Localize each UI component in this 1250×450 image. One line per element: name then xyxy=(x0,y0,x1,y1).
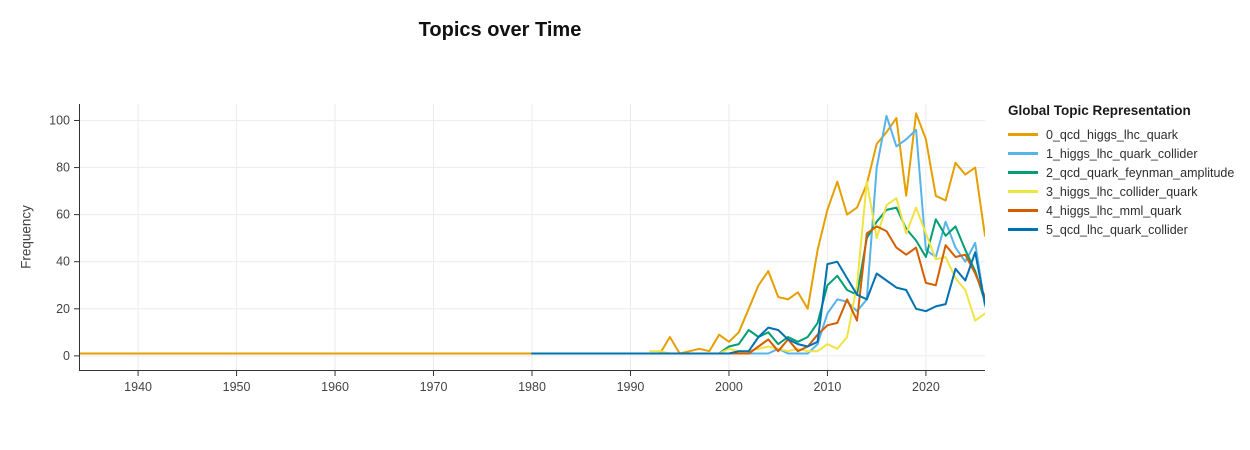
y-tick-label: 80 xyxy=(56,161,70,175)
legend: Global Topic Representation 0_qcd_higgs_… xyxy=(1008,103,1248,239)
series-line-3[interactable] xyxy=(649,180,985,355)
legend-swatch-icon xyxy=(1008,133,1038,136)
legend-item-4[interactable]: 4_higgs_lhc_mml_quark xyxy=(1008,201,1248,220)
legend-swatch-icon xyxy=(1008,228,1038,231)
x-tick-label: 2000 xyxy=(715,380,743,394)
legend-item-1[interactable]: 1_higgs_lhc_quark_collider xyxy=(1008,144,1248,163)
legend-item-5[interactable]: 5_qcd_lhc_quark_collider xyxy=(1008,220,1248,239)
y-tick-label: 100 xyxy=(49,113,70,127)
legend-title: Global Topic Representation xyxy=(1008,103,1191,118)
series-line-2[interactable] xyxy=(649,206,985,355)
x-tick-label: 2010 xyxy=(814,380,842,394)
x-tick-label: 1960 xyxy=(321,380,349,394)
x-tick-label: 1980 xyxy=(518,380,546,394)
y-tick-label: 40 xyxy=(56,255,70,269)
y-tick-label: 0 xyxy=(63,349,70,363)
legend-items: 0_qcd_higgs_lhc_quark 1_higgs_lhc_quark_c… xyxy=(1008,125,1248,239)
series-line-5[interactable] xyxy=(531,251,985,355)
legend-item-3[interactable]: 3_higgs_lhc_collider_quark xyxy=(1008,182,1248,201)
x-tick-label: 1990 xyxy=(617,380,645,394)
legend-swatch-icon xyxy=(1008,209,1038,212)
series-line-1[interactable] xyxy=(649,114,985,355)
legend-label: 1_higgs_lhc_quark_collider xyxy=(1046,146,1198,161)
legend-item-2[interactable]: 2_qcd_quark_feynman_amplitude xyxy=(1008,163,1248,182)
x-tick-label: 1950 xyxy=(223,380,251,394)
axes xyxy=(74,104,985,376)
legend-label: 3_higgs_lhc_collider_quark xyxy=(1046,184,1198,199)
legend-swatch-icon xyxy=(1008,152,1038,155)
chart-title: Topics over Time xyxy=(418,19,582,41)
series-lines xyxy=(79,112,985,355)
legend-swatch-icon xyxy=(1008,190,1038,193)
legend-swatch-icon xyxy=(1008,171,1038,174)
x-tick-label: 2020 xyxy=(912,380,940,394)
tick-labels: 1940 1950 1960 1970 1980 1990 2000 2010 2020 0 20 4… xyxy=(49,113,940,394)
legend-label: 5_qcd_lhc_quark_collider xyxy=(1046,222,1188,237)
legend-label: 0_qcd_higgs_lhc_quark xyxy=(1046,127,1179,142)
y-tick-label: 20 xyxy=(56,302,70,316)
legend-item-0[interactable]: 0_qcd_higgs_lhc_quark xyxy=(1008,125,1248,144)
legend-label: 4_higgs_lhc_mml_quark xyxy=(1046,203,1182,218)
y-tick-label: 60 xyxy=(56,208,70,222)
legend-label: 2_qcd_quark_feynman_amplitude xyxy=(1046,165,1235,180)
x-tick-label: 1940 xyxy=(124,380,152,394)
x-tick-label: 1970 xyxy=(420,380,448,394)
